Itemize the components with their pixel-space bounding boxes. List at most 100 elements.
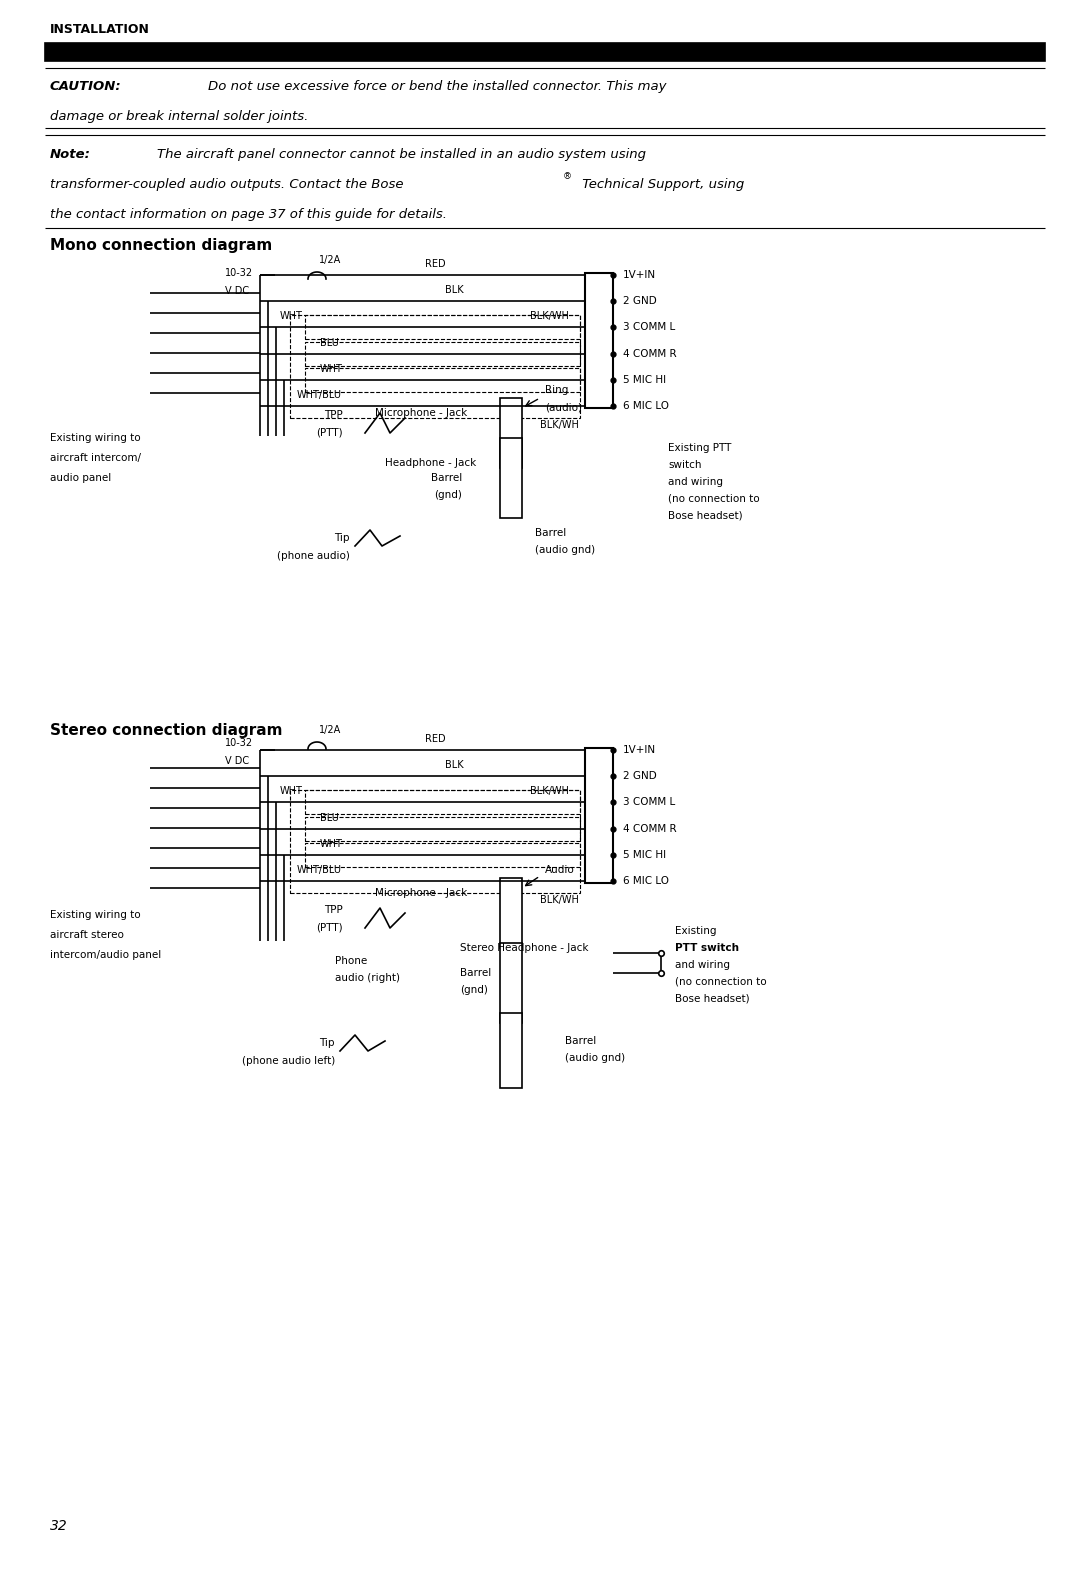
Bar xyxy=(500,439,522,518)
Text: Existing wiring to: Existing wiring to xyxy=(50,911,140,920)
Text: damage or break internal solder joints.: damage or break internal solder joints. xyxy=(50,110,309,123)
Text: switch: switch xyxy=(669,461,702,470)
Text: 32: 32 xyxy=(50,1520,68,1532)
Text: BLK/WH: BLK/WH xyxy=(540,420,579,429)
Bar xyxy=(291,791,580,893)
Text: (audio): (audio) xyxy=(545,402,582,413)
Text: audio (right): audio (right) xyxy=(335,974,400,983)
Bar xyxy=(500,877,522,948)
Text: Barrel: Barrel xyxy=(565,1037,596,1046)
Text: V DC: V DC xyxy=(225,756,249,765)
Text: 6 MIC LO: 6 MIC LO xyxy=(623,876,669,885)
Bar xyxy=(500,944,522,1023)
Text: 6 MIC LO: 6 MIC LO xyxy=(623,401,669,410)
Text: Barrel: Barrel xyxy=(535,529,566,538)
Text: (PTT): (PTT) xyxy=(316,428,343,439)
Bar xyxy=(500,1013,522,1087)
Text: Ring: Ring xyxy=(545,385,568,394)
Text: TPP: TPP xyxy=(324,410,343,420)
Text: Phone: Phone xyxy=(335,956,367,966)
Text: Do not use excessive force or bend the installed connector. This may: Do not use excessive force or bend the i… xyxy=(208,80,666,93)
Text: WHT/BLU: WHT/BLU xyxy=(297,390,342,399)
Text: and wiring: and wiring xyxy=(675,959,730,970)
Text: WHT: WHT xyxy=(280,786,303,797)
Text: (PTT): (PTT) xyxy=(316,923,343,933)
Text: intercom/audio panel: intercom/audio panel xyxy=(50,950,161,959)
Text: aircraft intercom/: aircraft intercom/ xyxy=(50,453,141,462)
Text: (audio gnd): (audio gnd) xyxy=(565,1053,625,1064)
Text: WHT: WHT xyxy=(320,839,342,849)
Bar xyxy=(291,316,580,418)
Text: (no connection to: (no connection to xyxy=(669,494,759,503)
Text: 3 COMM L: 3 COMM L xyxy=(623,322,675,333)
Text: BLK/WH: BLK/WH xyxy=(530,311,569,322)
Text: Existing PTT: Existing PTT xyxy=(669,443,731,453)
Bar xyxy=(305,791,580,814)
Text: Note:: Note: xyxy=(50,148,91,161)
Text: ®: ® xyxy=(563,172,572,181)
Text: 5 MIC HI: 5 MIC HI xyxy=(623,851,666,860)
Text: Bose headset): Bose headset) xyxy=(669,511,743,521)
Text: Technical Support, using: Technical Support, using xyxy=(578,178,744,191)
Text: Audio: Audio xyxy=(545,865,575,874)
Text: (no connection to: (no connection to xyxy=(675,977,767,986)
Bar xyxy=(305,816,580,841)
Text: Stereo Headphone - Jack: Stereo Headphone - Jack xyxy=(460,944,589,953)
Text: WHT: WHT xyxy=(280,311,303,322)
Text: Mono connection diagram: Mono connection diagram xyxy=(50,238,272,252)
Text: 2 GND: 2 GND xyxy=(623,772,657,781)
Text: (phone audio left): (phone audio left) xyxy=(242,1056,335,1067)
Text: Tip: Tip xyxy=(320,1038,335,1048)
Text: Barrel: Barrel xyxy=(431,473,462,483)
Text: BLK: BLK xyxy=(445,761,463,770)
Text: 1/2A: 1/2A xyxy=(319,724,341,735)
Bar xyxy=(500,398,522,469)
Text: RED: RED xyxy=(426,734,446,743)
Text: 4 COMM R: 4 COMM R xyxy=(623,824,677,833)
Text: Microphone - Jack: Microphone - Jack xyxy=(375,888,468,898)
Bar xyxy=(305,316,580,339)
Bar xyxy=(585,273,613,409)
Text: BLU: BLU xyxy=(320,338,339,347)
Text: and wiring: and wiring xyxy=(669,477,723,488)
Text: V DC: V DC xyxy=(225,286,249,297)
Text: BLK/WH: BLK/WH xyxy=(530,786,569,797)
Text: BLK/WH: BLK/WH xyxy=(540,895,579,906)
Bar xyxy=(585,748,613,884)
Text: Stereo connection diagram: Stereo connection diagram xyxy=(50,723,283,739)
Text: INSTALLATION: INSTALLATION xyxy=(50,24,150,36)
Text: TPP: TPP xyxy=(324,906,343,915)
Text: 10-32: 10-32 xyxy=(225,739,253,748)
Text: WHT: WHT xyxy=(320,365,342,374)
Text: 10-32: 10-32 xyxy=(225,268,253,278)
Text: Bose headset): Bose headset) xyxy=(675,994,750,1004)
Text: transformer-coupled audio outputs. Contact the Bose: transformer-coupled audio outputs. Conta… xyxy=(50,178,404,191)
Bar xyxy=(45,43,1045,62)
Text: The aircraft panel connector cannot be installed in an audio system using: The aircraft panel connector cannot be i… xyxy=(157,148,646,161)
Text: (phone audio): (phone audio) xyxy=(278,551,350,562)
Text: WHT/BLU: WHT/BLU xyxy=(297,865,342,874)
Text: 1V+IN: 1V+IN xyxy=(623,270,657,279)
Text: BLU: BLU xyxy=(320,813,339,822)
Text: (audio gnd): (audio gnd) xyxy=(535,544,595,555)
Text: CAUTION:: CAUTION: xyxy=(50,80,122,93)
Text: RED: RED xyxy=(426,259,446,268)
Bar xyxy=(305,341,580,366)
Text: Existing: Existing xyxy=(675,926,716,936)
Bar xyxy=(305,843,580,866)
Text: Headphone - Jack: Headphone - Jack xyxy=(384,458,476,469)
Text: the contact information on page 37 of this guide for details.: the contact information on page 37 of th… xyxy=(50,208,447,221)
Text: Microphone - Jack: Microphone - Jack xyxy=(375,409,468,418)
Text: Barrel: Barrel xyxy=(460,967,491,978)
Text: 5 MIC HI: 5 MIC HI xyxy=(623,376,666,385)
Text: 2 GND: 2 GND xyxy=(623,297,657,306)
Text: 4 COMM R: 4 COMM R xyxy=(623,349,677,358)
Text: 1V+IN: 1V+IN xyxy=(623,745,657,754)
Text: 1/2A: 1/2A xyxy=(319,256,341,265)
Text: aircraft stereo: aircraft stereo xyxy=(50,929,124,940)
Text: Tip: Tip xyxy=(335,533,350,543)
Text: Existing wiring to: Existing wiring to xyxy=(50,432,140,443)
Bar xyxy=(305,368,580,391)
Text: PTT switch: PTT switch xyxy=(675,944,739,953)
Text: audio panel: audio panel xyxy=(50,473,111,483)
